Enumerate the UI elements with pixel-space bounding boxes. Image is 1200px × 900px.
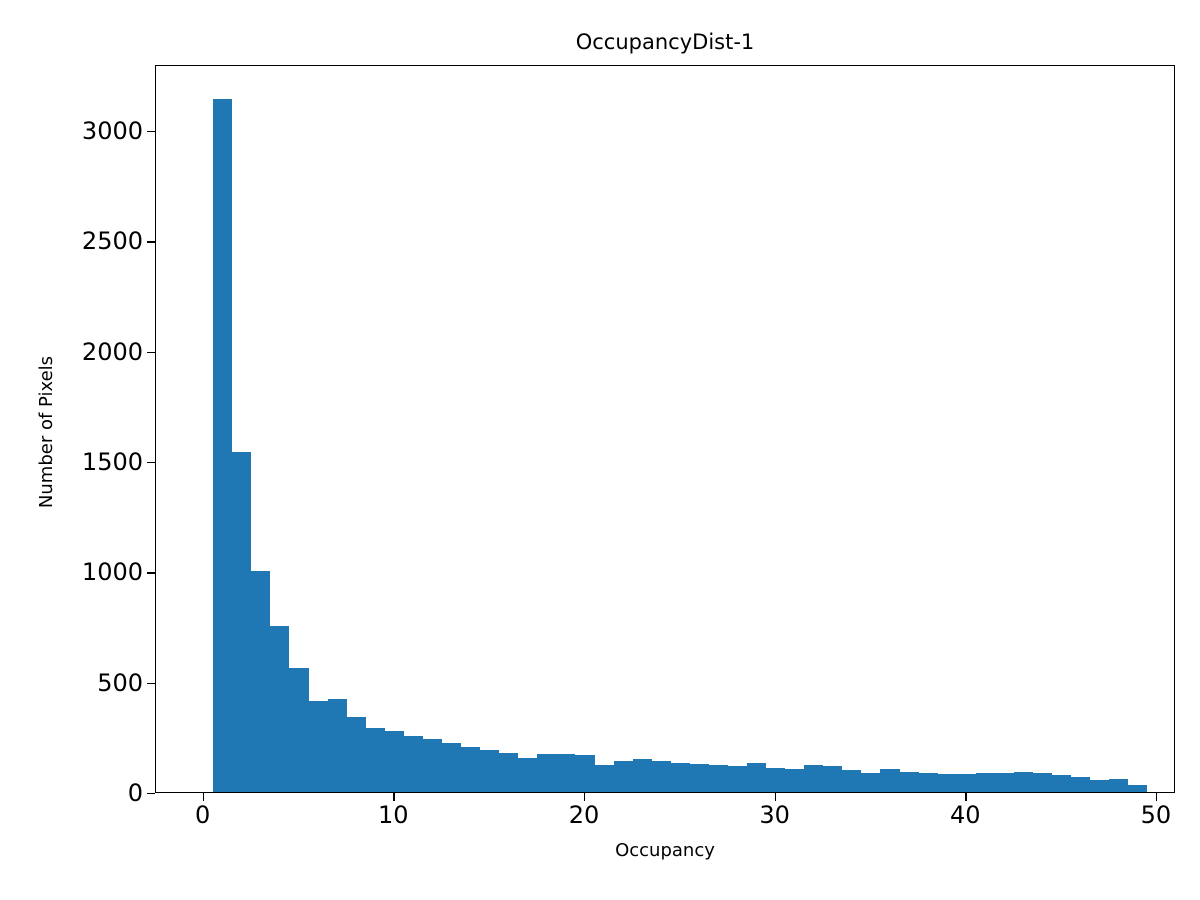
x-tick-mark [202,793,204,801]
y-tick-label: 500 [97,668,143,697]
y-tick-label: 3000 [81,117,143,146]
y-tick-mark [147,131,155,133]
y-tick-mark [147,682,155,684]
histogram-bar [880,768,900,792]
x-tick-mark [393,793,395,801]
histogram-bar [480,749,500,792]
histogram-bar [1128,785,1148,792]
histogram-bar [899,771,919,792]
plot-area [155,65,1175,793]
x-tick-label: 40 [949,801,981,829]
histogram-bar [232,452,252,792]
histogram-bar [289,668,309,792]
histogram-bar [537,754,557,792]
histogram-bar [270,626,290,792]
histogram-bar [727,766,748,792]
histogram-bar [842,769,862,792]
histogram-bar [327,699,347,792]
y-tick-label: 1000 [81,558,143,587]
histogram-bar [1052,775,1072,792]
histogram-bar [499,753,519,792]
x-tick-mark [583,793,586,801]
histogram-bar [461,746,481,792]
histogram-bar [766,767,786,792]
y-tick-mark [147,793,155,795]
histogram-bar [613,760,633,792]
histogram-bar [708,765,728,792]
x-tick-mark [965,793,967,801]
histogram-bar [251,571,271,792]
y-tick-label: 1500 [81,448,143,477]
histogram-bar [365,727,385,792]
histogram-bar [346,716,366,792]
histogram-bar [1071,777,1091,792]
histogram-bar [632,758,652,792]
histogram-bar [1109,778,1129,792]
histogram-bar [975,773,995,792]
histogram-bar [1090,779,1110,792]
histogram-bar [1033,773,1053,792]
histogram-bar [1013,771,1033,792]
histogram-bar [403,735,423,792]
histogram-bar [422,738,442,792]
x-tick-mark [1155,793,1158,801]
x-tick-label: 0 [195,801,211,829]
histogram-bar [441,743,462,792]
x-tick-label: 30 [759,801,790,829]
histogram-bar [518,757,538,792]
histogram-bar [823,766,843,792]
histogram-bar [861,773,881,792]
y-tick-label: 2500 [81,227,143,256]
histogram-bar [956,774,976,792]
chart-title: OccupancyDist-1 [575,30,755,54]
histogram-bar [994,773,1014,792]
histogram-bar [937,774,957,792]
histogram-bar [670,763,690,792]
x-tick-label: 20 [568,801,600,829]
x-tick-label: 50 [1140,801,1172,829]
y-tick-mark [147,572,155,574]
y-tick-mark [147,462,155,464]
histogram-bar [308,701,328,792]
y-tick-mark [147,351,155,354]
y-tick-label: 2000 [81,337,143,366]
histogram-bar [556,754,576,792]
y-tick-mark [147,241,155,243]
histogram-bar [594,765,614,792]
histogram-bar [575,755,595,792]
histogram-bar [785,768,805,792]
histogram-bar [747,763,767,792]
histogram-bar [918,773,938,792]
x-axis-label: Occupancy [615,840,715,861]
x-tick-mark [774,793,776,801]
histogram-bar [689,764,709,792]
histogram-bar [651,760,671,792]
histogram-bar [213,99,233,792]
histogram-bar [384,731,404,792]
y-tick-label: 0 [127,779,143,807]
x-tick-label: 10 [378,801,409,829]
histogram-bar [804,765,824,792]
